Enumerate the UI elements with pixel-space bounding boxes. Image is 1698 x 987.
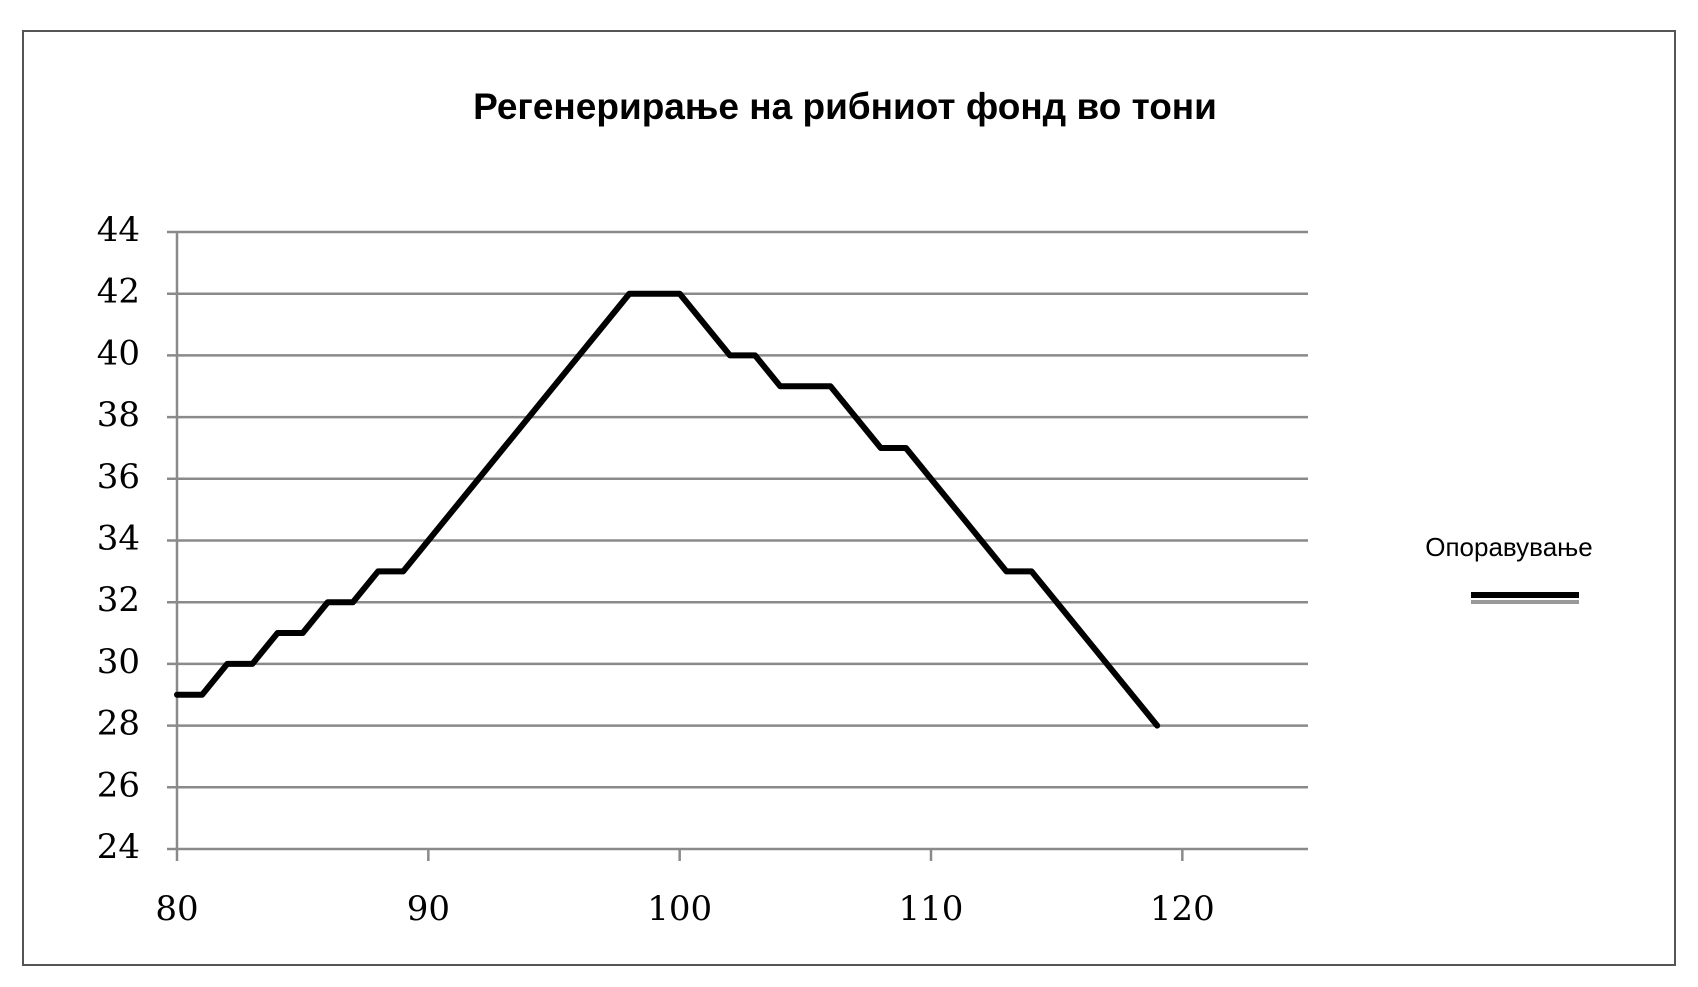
y-tick-label: 38 — [97, 395, 140, 435]
x-tick-label: 80 — [155, 889, 198, 929]
y-tick-label: 42 — [97, 272, 140, 312]
x-tick-label: 90 — [407, 889, 450, 929]
data-line — [174, 290, 1161, 729]
legend-label: Опоравување — [1425, 532, 1593, 562]
chart-title: Регенерирање на рибниот фонд во тони — [473, 86, 1217, 127]
x-tick-label: 110 — [899, 889, 964, 929]
x-tick-label: 100 — [647, 889, 712, 929]
y-tick-label: 34 — [97, 519, 140, 559]
y-tick-label: 40 — [97, 333, 140, 373]
y-tick-label: 36 — [97, 457, 140, 497]
y-tick-label: 26 — [97, 765, 140, 805]
y-tick-label: 24 — [97, 827, 140, 867]
x-tick-label: 120 — [1150, 889, 1215, 929]
chart-frame — [22, 30, 1676, 966]
y-tick-label: 28 — [97, 704, 140, 744]
y-tick-label: 30 — [97, 642, 140, 682]
y-tick-label: 44 — [97, 210, 140, 250]
y-tick-label: 32 — [97, 580, 140, 620]
